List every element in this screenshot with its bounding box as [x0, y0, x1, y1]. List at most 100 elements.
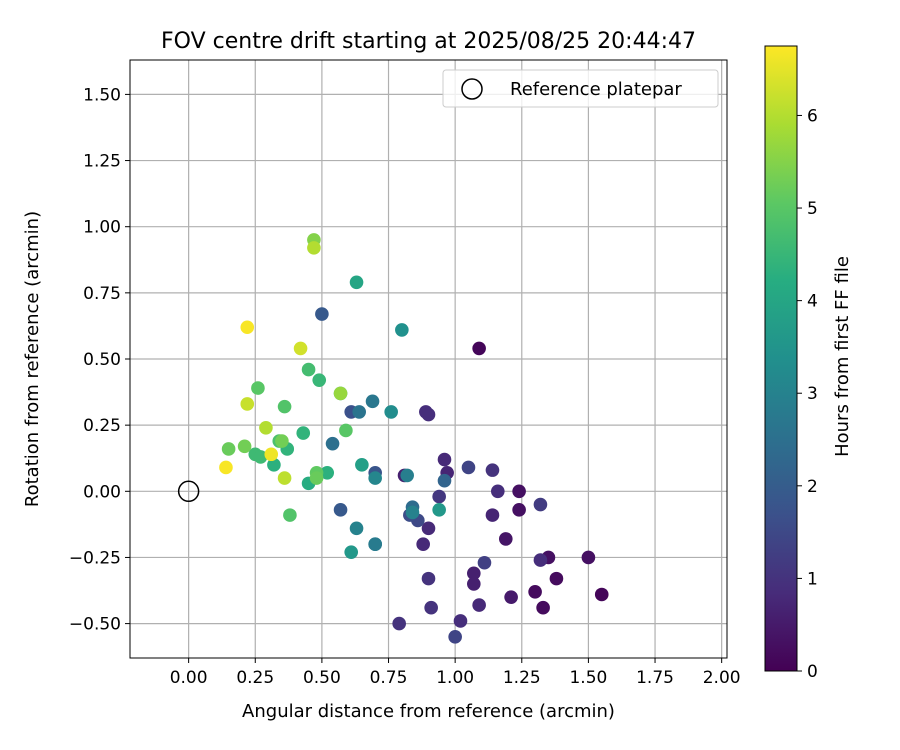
- x-tick-label: 1.75: [636, 668, 674, 688]
- legend-entry-label: Reference platepar: [510, 79, 682, 100]
- x-tick-label: 1.25: [503, 668, 541, 688]
- data-point: [315, 307, 329, 321]
- x-tick-label: 0.75: [370, 668, 408, 688]
- data-point: [368, 537, 382, 552]
- data-point: [277, 399, 292, 414]
- y-tick-label: 1.00: [83, 218, 121, 238]
- data-point: [221, 442, 236, 456]
- x-axis-ticks: 0.00 0.25 0.50 0.75 1.00 1.25 1.50 1.75 2.00: [170, 658, 741, 688]
- colorbar-ticks: 0 1 2 3 4 5 6: [797, 106, 818, 682]
- data-point: [349, 275, 364, 290]
- data-point: [528, 585, 542, 599]
- data-point: [251, 381, 265, 395]
- colorbar-tick-label: 2: [807, 477, 818, 497]
- data-point: [485, 508, 500, 522]
- data-point: [467, 577, 481, 591]
- data-point: [325, 436, 340, 451]
- data-point: [339, 423, 353, 438]
- y-axis-label: Rotation from reference (arcmin): [22, 211, 43, 507]
- data-point: [549, 571, 564, 586]
- data-point: [477, 555, 492, 570]
- x-tick-label: 0.25: [236, 668, 274, 688]
- y-tick-label: −0.25: [69, 548, 121, 568]
- data-point: [307, 241, 321, 255]
- data-point: [392, 616, 406, 631]
- reference-platepar-marker: [177, 480, 200, 503]
- legend-box: [442, 69, 719, 108]
- y-tick-label: 1.50: [83, 85, 121, 105]
- legend-open-circle-icon: [461, 78, 483, 100]
- data-point: [333, 386, 348, 401]
- data-point: [498, 532, 513, 546]
- data-point: [253, 450, 268, 464]
- data-point: [421, 407, 436, 422]
- data-point: [296, 426, 311, 440]
- data-point: [533, 553, 548, 567]
- data-point: [333, 503, 348, 517]
- x-tick-label: 0.50: [303, 668, 341, 688]
- y-tick-label: 0.50: [83, 350, 121, 370]
- y-tick-label: 0.75: [83, 284, 121, 304]
- data-point: [237, 439, 252, 454]
- x-tick-label: 1.50: [569, 668, 607, 688]
- data-point: [320, 465, 335, 480]
- data-point: [421, 521, 436, 536]
- data-point: [437, 452, 452, 467]
- data-point: [485, 463, 500, 477]
- data-point: [405, 505, 420, 520]
- data-point: [264, 447, 279, 462]
- colorbar-tick-label: 5: [807, 199, 818, 219]
- colorbar-label: Hours from first FF file: [832, 256, 853, 457]
- x-tick-label: 1.00: [436, 668, 474, 688]
- data-point: [472, 341, 486, 356]
- colorbar-tick-label: 3: [807, 384, 818, 404]
- colorbar-tick-label: 1: [807, 569, 818, 589]
- chart-title: FOV centre drift starting at 2025/08/25 …: [161, 29, 696, 54]
- data-point: [448, 630, 462, 644]
- data-point: [259, 420, 273, 435]
- colorbar-tick-label: 0: [807, 662, 818, 682]
- data-point: [293, 341, 308, 356]
- data-point: [283, 508, 297, 522]
- data-point: [594, 587, 609, 602]
- data-point: [384, 405, 398, 419]
- data-point: [240, 320, 255, 335]
- data-point: [301, 362, 316, 377]
- data-point: [395, 323, 409, 337]
- colorbar-tick-label: 6: [807, 106, 818, 126]
- x-tick-label: 0.00: [170, 668, 208, 688]
- data-point: [432, 503, 446, 517]
- data-point: [461, 460, 476, 475]
- data-point: [219, 460, 233, 475]
- data-point: [240, 397, 255, 411]
- data-point: [424, 600, 438, 615]
- y-tick-label: 1.25: [83, 152, 121, 172]
- data-point: [490, 484, 505, 499]
- data-point: [533, 497, 548, 512]
- data-point: [512, 503, 526, 517]
- y-tick-label: −0.50: [69, 615, 121, 635]
- y-tick-label: 0.00: [83, 482, 121, 502]
- colorbar-frame: [764, 45, 798, 672]
- x-tick-label: 2.00: [703, 668, 741, 688]
- grid-lines: [130, 60, 727, 658]
- y-tick-label: 0.25: [83, 416, 121, 436]
- colorbar-tick-label: 4: [807, 292, 818, 312]
- x-axis-label: Angular distance from reference (arcmin): [242, 701, 615, 722]
- colorbar: 0 1 2 3 4 5 6 Hours from first FF file: [764, 45, 853, 682]
- data-point: [504, 590, 518, 604]
- data-points: [219, 233, 609, 644]
- data-point: [416, 537, 430, 552]
- colorbar-gradient: [765, 46, 797, 671]
- data-point: [344, 545, 359, 559]
- data-point: [365, 394, 380, 409]
- data-point: [536, 600, 550, 615]
- y-axis-ticks: −0.50 −0.25 0.00 0.25 0.50 0.75 1.00 1.25 1.50: [69, 85, 130, 635]
- legend: Reference platepar: [442, 69, 719, 108]
- data-point: [277, 471, 292, 485]
- data-point: [267, 458, 281, 472]
- data-point: [309, 471, 324, 485]
- data-point: [312, 373, 327, 387]
